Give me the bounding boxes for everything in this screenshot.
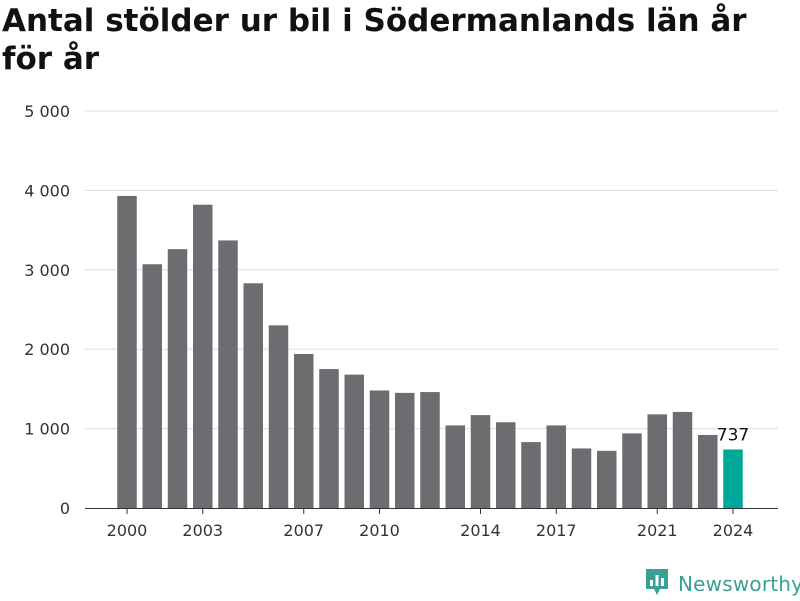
bar-2015 xyxy=(496,422,516,508)
bar-2013 xyxy=(445,425,465,508)
bar-2011 xyxy=(395,392,415,508)
y-tick-label: 4 000 xyxy=(24,181,70,200)
data-label: 737 xyxy=(717,425,749,445)
bar-2004 xyxy=(218,240,238,508)
x-tick-label: 2021 xyxy=(637,521,678,540)
bar-2009 xyxy=(344,374,364,508)
newsworthy-brand-text: Newsworthy xyxy=(678,572,800,596)
bar-2005 xyxy=(243,283,263,508)
bar-2022 xyxy=(672,411,693,508)
data-labels: 737 xyxy=(717,425,749,445)
bar-2012 xyxy=(420,392,440,508)
bar-2016 xyxy=(521,442,541,508)
newsworthy-logo[interactable]: Newsworthy xyxy=(644,569,800,599)
grid-lines xyxy=(85,110,778,430)
y-tick-label: 3 000 xyxy=(24,261,70,280)
bar-2024 xyxy=(723,449,743,508)
y-tick-label: 1 000 xyxy=(24,420,70,439)
x-tick-label: 2000 xyxy=(107,521,148,540)
bar-2008 xyxy=(319,369,339,508)
x-tick-label: 2014 xyxy=(460,521,501,540)
x-tick-label: 2007 xyxy=(283,521,324,540)
bar-2010 xyxy=(369,390,390,508)
bars xyxy=(117,195,743,508)
y-tick-label: 5 000 xyxy=(24,102,70,121)
bar-2014 xyxy=(470,415,491,508)
bar-2021 xyxy=(647,414,667,508)
x-axis-ticks: 2000 2003 2007 2010 2014 2017 2021 2024 xyxy=(107,508,754,540)
bar-2000 xyxy=(117,195,137,508)
bar-2002 xyxy=(167,249,188,508)
x-tick-label: 2010 xyxy=(359,521,400,540)
y-tick-label: 2 000 xyxy=(24,340,70,359)
bar-2019 xyxy=(597,450,617,508)
bar-2007 xyxy=(294,353,314,508)
y-axis-ticks: 0 1 000 2 000 3 000 4 000 5 000 xyxy=(24,102,70,518)
bar-2023 xyxy=(698,434,718,508)
bar-2018 xyxy=(571,448,592,508)
x-tick-label: 2024 xyxy=(713,521,754,540)
y-tick-label: 0 xyxy=(60,499,70,518)
newsworthy-logo-icon xyxy=(644,567,670,601)
bar-2020 xyxy=(622,433,642,508)
bar-2001 xyxy=(142,264,162,508)
chart-title: Antal stölder ur bil i Södermanlands län… xyxy=(2,3,747,77)
x-tick-label: 2003 xyxy=(182,521,223,540)
x-tick-label: 2017 xyxy=(536,521,577,540)
bar-2017 xyxy=(546,425,566,508)
bar-2006 xyxy=(268,325,289,508)
bar-2003 xyxy=(193,204,213,508)
